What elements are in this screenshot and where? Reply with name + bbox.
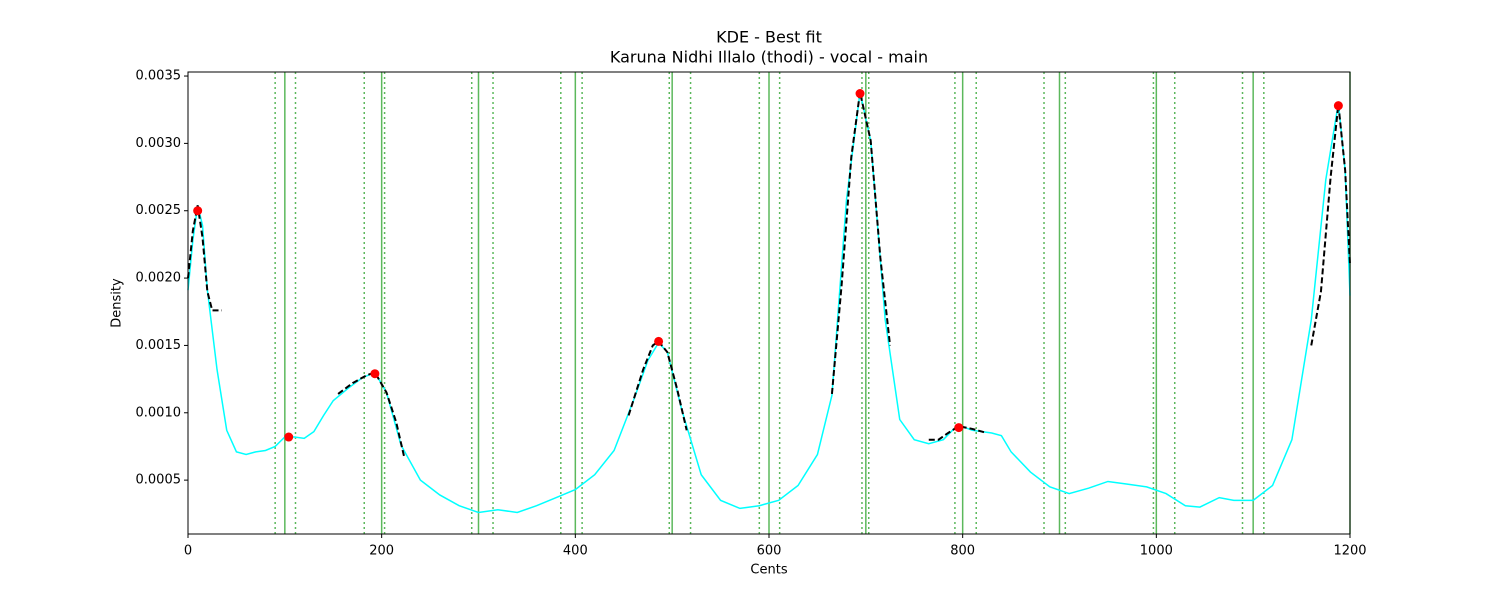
- fit-line: [928, 425, 988, 441]
- fit-line: [337, 371, 405, 457]
- y-tick-label: 0.0035: [136, 69, 182, 84]
- peak: [1333, 101, 1343, 111]
- y-tick-label: 0.0005: [136, 473, 182, 488]
- peak: [654, 336, 664, 346]
- chart-title: KDE - Best fit: [716, 28, 822, 47]
- chart-subtitle: Karuna Nidhi Illalo (thodi) - vocal - ma…: [610, 48, 928, 67]
- y-tick-label: 0.0010: [136, 405, 182, 420]
- fit-line: [830, 91, 892, 395]
- y-tick-label: 0.0020: [136, 271, 182, 286]
- kde-line: [187, 92, 1351, 514]
- peak: [284, 432, 294, 442]
- x-tick-label: 400: [563, 544, 588, 559]
- x-tick-label: 1000: [1140, 544, 1173, 559]
- y-tick-label: 0.0015: [136, 338, 182, 353]
- plot-frame: [187, 71, 1351, 535]
- fit-line: [187, 205, 222, 312]
- x-axis-label: Cents: [750, 563, 787, 578]
- peak: [370, 369, 380, 379]
- peak: [954, 423, 964, 433]
- x-tick-label: 200: [369, 544, 394, 559]
- x-tick-label: 600: [757, 544, 782, 559]
- x-tick-label: 0: [184, 544, 192, 559]
- x-tick-label: 800: [950, 544, 975, 559]
- x-tick-label: 1200: [1333, 544, 1366, 559]
- fit-line: [1310, 104, 1351, 346]
- y-tick-label: 0.0025: [136, 203, 182, 218]
- fit-line: [627, 340, 688, 431]
- y-tick-label: 0.0030: [136, 136, 182, 151]
- peak: [193, 206, 203, 216]
- peak: [855, 89, 865, 99]
- y-axis-label: Density: [110, 278, 125, 328]
